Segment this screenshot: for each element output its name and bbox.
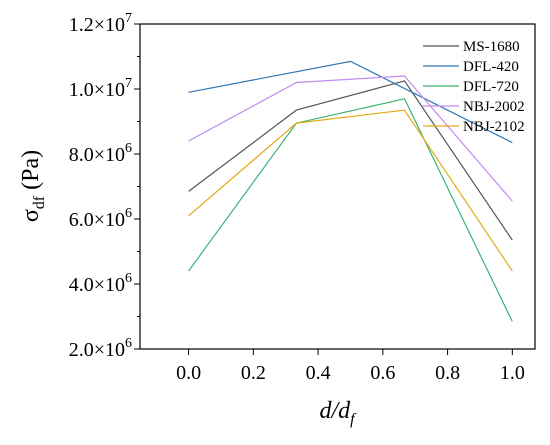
x-tick-label: 0.2 (241, 362, 266, 384)
x-tick-label: 0.8 (435, 362, 460, 384)
y-tick-label: 2.0×106 (69, 336, 132, 361)
legend-label: NBJ-2102 (463, 119, 525, 135)
y-tick-label: 4.0×106 (69, 271, 132, 296)
series-line-dfl-720 (188, 98, 513, 322)
x-tick-label: 0.0 (176, 362, 201, 384)
y-axis-title: σdf (Pa) (18, 150, 48, 222)
x-axis-title: d/df (319, 398, 357, 428)
series-lines (188, 60, 513, 322)
y-tick-label: 8.0×106 (69, 141, 132, 166)
series-line-nbj-2002 (188, 75, 513, 202)
series-line-nbj-2102 (188, 109, 513, 272)
legend-label: MS-1680 (463, 39, 520, 55)
series-line-dfl-420 (188, 60, 513, 144)
series-line-ms-1680 (188, 80, 513, 241)
x-tick-label: 0.6 (370, 362, 395, 384)
legend-label: NBJ-2002 (463, 99, 525, 115)
legend-label: DFL-420 (463, 59, 519, 75)
legend: MS-1680 DFL-420 DFL-720 NBJ-2002 NBJ-2102 (423, 39, 525, 135)
x-tick-label: 1.0 (500, 362, 525, 384)
x-tick-label: 0.4 (306, 362, 331, 384)
x-axis-ticks: 0.0 0.2 0.4 0.6 0.8 1.0 (176, 349, 525, 384)
legend-label: DFL-720 (463, 79, 519, 95)
y-tick-label: 1.0×107 (69, 76, 132, 101)
y-tick-label: 1.2×107 (69, 11, 132, 36)
y-tick-label: 6.0×106 (69, 206, 132, 231)
y-axis-ticks: 2.0×106 4.0×106 6.0×106 8.0×106 1.0×107 1.2×1… (69, 11, 140, 361)
